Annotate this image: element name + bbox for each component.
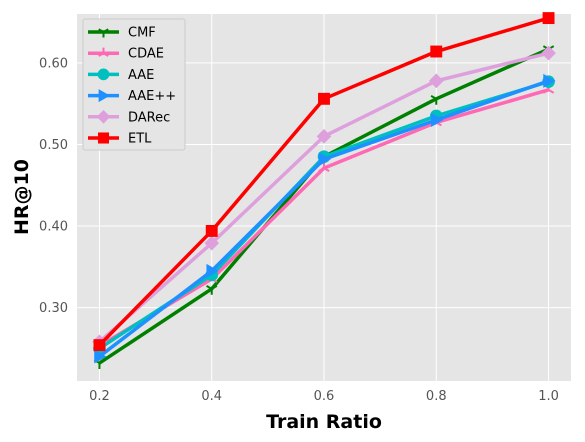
- data-point-cmf: [430, 94, 442, 105]
- data-point-darec: [204, 235, 220, 251]
- x-tick-label: 0.8: [426, 389, 447, 404]
- data-point-aaeplusplus: [318, 152, 331, 167]
- legend-swatch-marker: [98, 47, 109, 57]
- legend-entry-etl: ETL: [88, 132, 152, 147]
- data-point-etl: [205, 224, 218, 237]
- legend-entry-darec: DARec: [88, 109, 170, 125]
- y-axis-ticks: 0.30 0.40 0.50 0.60: [39, 56, 68, 316]
- x-tick-label: 1.0: [538, 389, 559, 404]
- legend-label: AAE: [128, 68, 154, 83]
- data-point-etl: [93, 339, 106, 352]
- y-tick-label: 0.40: [39, 220, 68, 235]
- series-etl: [93, 12, 555, 352]
- legend-swatch-marker: [98, 28, 109, 38]
- x-tick-label: 0.6: [314, 389, 335, 404]
- data-point-aaeplusplus: [431, 113, 444, 128]
- y-tick-label: 0.50: [39, 138, 68, 153]
- data-point-aaeplusplus: [206, 263, 219, 278]
- data-point-etl: [542, 12, 555, 25]
- data-point-etl: [318, 92, 330, 105]
- data-point-cmf: [206, 284, 218, 295]
- x-axis-label: Train Ratio: [266, 411, 382, 433]
- legend-label: DARec: [128, 110, 170, 125]
- y-tick-label: 0.30: [39, 301, 68, 316]
- legend: CMF CDAE AAE AAE++ DARec ETL: [82, 18, 186, 151]
- legend-entry-cmf: CMF: [88, 26, 156, 41]
- x-tick-label: 0.4: [201, 389, 222, 404]
- legend-label: CMF: [128, 26, 156, 41]
- data-point-darec: [316, 128, 332, 144]
- y-axis-label: HR@10: [11, 159, 33, 235]
- legend-label: ETL: [128, 132, 152, 147]
- y-tick-label: 0.60: [39, 56, 68, 71]
- legend-swatch-marker: [97, 68, 110, 81]
- legend-label: CDAE: [128, 47, 164, 62]
- legend-swatch-marker: [98, 89, 110, 103]
- legend-entry-aaeplusplus: AAE++: [88, 89, 176, 104]
- legend-entry-cdae: CDAE: [88, 47, 164, 62]
- x-tick-label: 0.2: [89, 389, 110, 404]
- data-point-aaeplusplus: [94, 349, 107, 364]
- series-lines: [92, 12, 556, 370]
- legend-label: AAE++: [128, 89, 176, 104]
- data-point-aaeplusplus: [543, 73, 556, 88]
- data-point-darec: [541, 45, 556, 61]
- data-point-etl: [430, 45, 443, 58]
- series-aaeplusplus: [94, 73, 556, 364]
- data-point-cdae: [318, 162, 330, 172]
- legend-entry-aae: AAE: [88, 68, 154, 83]
- x-axis-ticks: 0.2 0.4 0.6 0.8 1.0: [89, 389, 559, 404]
- legend-swatch-marker: [97, 132, 110, 144]
- data-point-darec: [428, 73, 444, 89]
- legend-swatch-marker: [96, 109, 111, 124]
